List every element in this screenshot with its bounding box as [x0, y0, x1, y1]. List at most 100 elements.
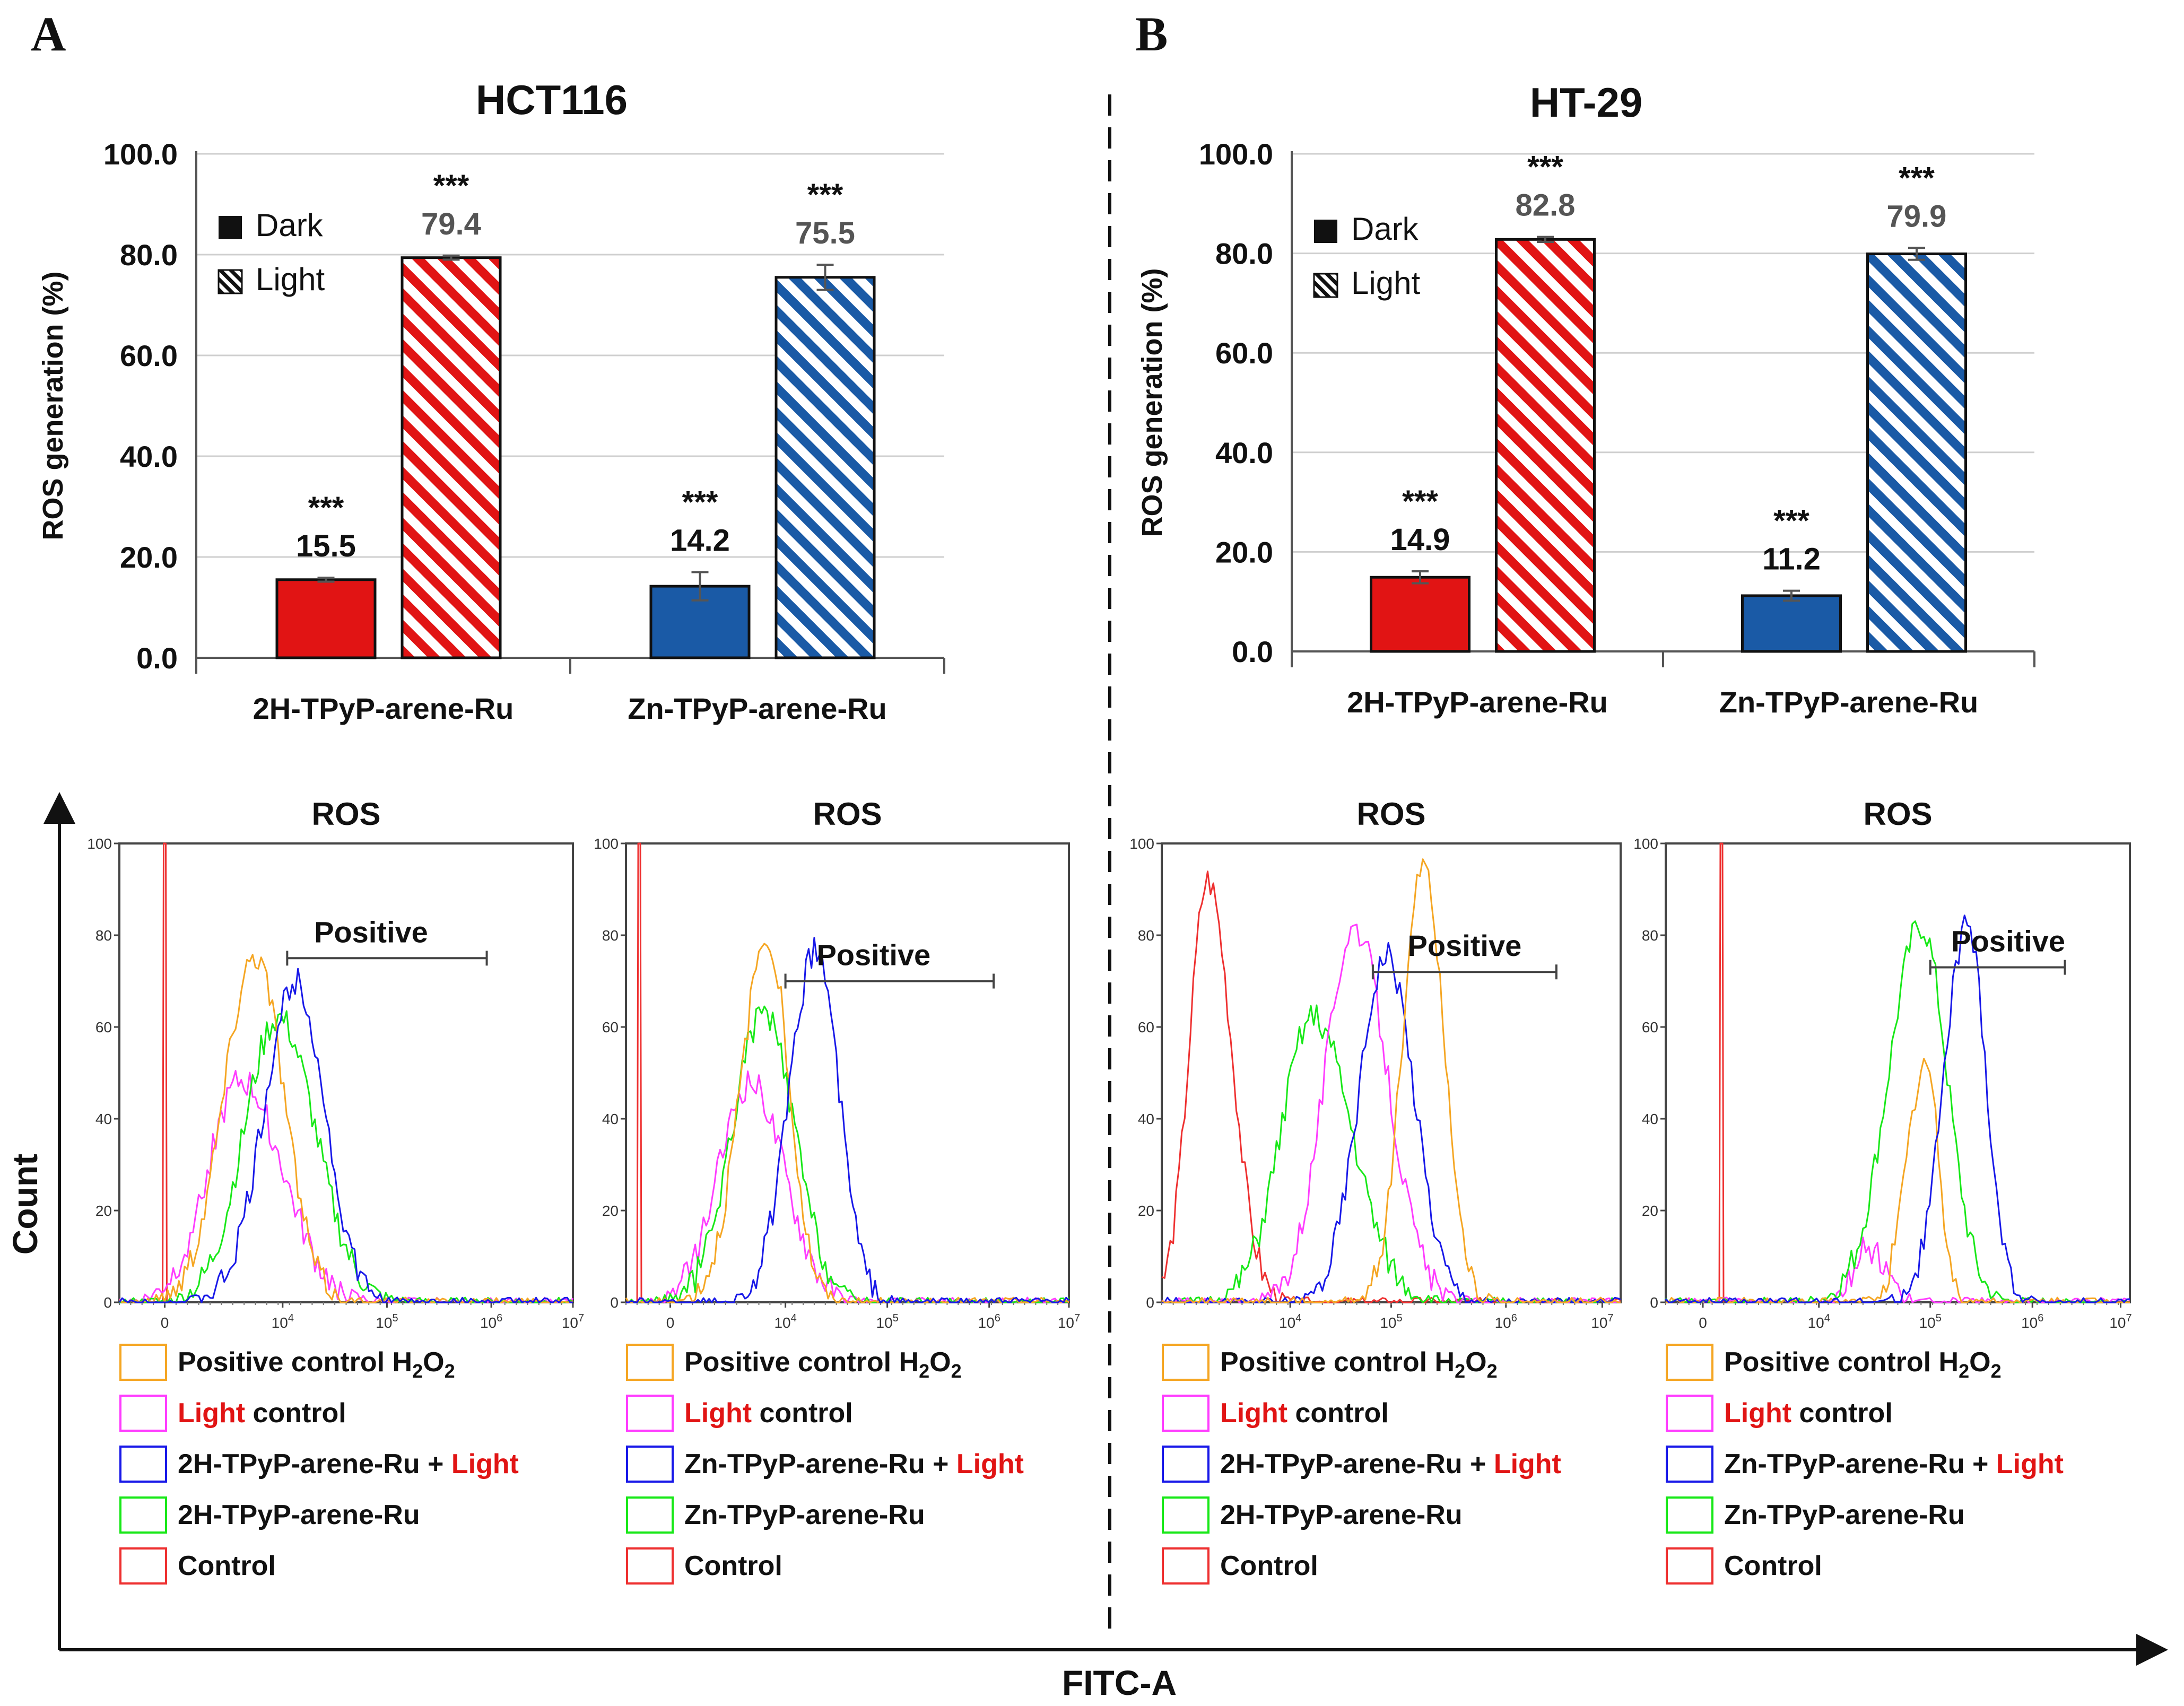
legend-swatch-dark: [219, 216, 242, 239]
legend-red-text: Light: [956, 1449, 1024, 1479]
histogram-x-tick-label: 106: [1495, 1312, 1517, 1331]
y-tick-label: 0.0: [1232, 635, 1273, 668]
legend-text: Positive control H: [684, 1347, 919, 1378]
legend-label: Zn-TPyP-arene-Ru: [1724, 1500, 1965, 1530]
group-label: 2H-TPyP-arene-Ru: [253, 692, 514, 725]
legend-text: Control: [178, 1551, 276, 1581]
legend-swatch: [626, 1344, 674, 1381]
legend-text: Control: [684, 1551, 782, 1581]
tick-base: 10: [2109, 1315, 2126, 1331]
histogram-curve: [119, 954, 573, 1303]
legend-label: Control: [1220, 1551, 1318, 1581]
data-label: 14.9: [1390, 523, 1450, 557]
gate-label: Positive: [816, 938, 930, 972]
legend-text: Zn-TPyP-arene-Ru: [1724, 1500, 1965, 1530]
bar-light: [401, 256, 502, 659]
legend-swatch: [1666, 1547, 1713, 1585]
legend-label: Positive control H2O2: [684, 1347, 962, 1382]
histogram-frame: [118, 842, 574, 1303]
y-tick-label: 80.0: [1215, 237, 1273, 271]
y-tick-label: 100.0: [1199, 137, 1273, 171]
tick-base: 10: [1058, 1315, 1074, 1331]
legend-swatch: [1666, 1395, 1713, 1432]
histogram-y-tick-label: 80: [1138, 927, 1154, 944]
tick-base: 10: [272, 1315, 288, 1331]
histogram-y-tick-label: 20: [1642, 1203, 1658, 1219]
legend-text: O: [1969, 1347, 1990, 1378]
legend-swatch: [626, 1547, 674, 1585]
legend-swatch: [1162, 1496, 1210, 1534]
significance-label: ***: [308, 491, 344, 525]
histogram-x-tick-label: 0: [666, 1315, 675, 1331]
tick-exponent: 6: [2038, 1312, 2043, 1324]
legend-label-dark: Dark: [256, 207, 324, 243]
legend-swatch: [119, 1446, 167, 1483]
legend-subscript: 2: [919, 1360, 929, 1382]
tick-exponent: 6: [1511, 1312, 1517, 1324]
legend-label: Control: [178, 1551, 276, 1581]
legend-swatch: [1162, 1344, 1210, 1381]
significance-label: ***: [807, 178, 843, 212]
legend-label: Zn-TPyP-arene-Ru + Light: [684, 1449, 1024, 1479]
histogram-title: ROS: [1356, 796, 1425, 832]
histogram-y-tick-label: 100: [1633, 835, 1658, 852]
histogram-y-tick-label: 20: [95, 1203, 112, 1219]
legend-label: Control: [684, 1551, 782, 1581]
tick-exponent: 4: [1824, 1312, 1830, 1324]
legend-red-text: Light: [1220, 1398, 1287, 1429]
histogram-x-tick-label: 0: [161, 1315, 169, 1331]
histogram-y-tick-label: 100: [87, 835, 112, 852]
legend-label: Zn-TPyP-arene-Ru + Light: [1724, 1449, 2064, 1479]
legend-label: Light control: [1220, 1398, 1389, 1429]
bar-dark: [1370, 576, 1470, 653]
y-tick-label: 0.0: [136, 641, 178, 675]
tick-base: 10: [562, 1315, 578, 1331]
legend-label: 2H-TPyP-arene-Ru + Light: [1220, 1449, 1561, 1479]
legend-text: 2H-TPyP-arene-Ru: [1220, 1500, 1463, 1530]
histogram-curve: [118, 968, 573, 1303]
legend-subscript: 2: [412, 1360, 423, 1382]
y-tick-label: 80.0: [120, 238, 178, 272]
legend-label: Positive control H2O2: [1724, 1347, 2002, 1382]
histogram-frame: [1665, 842, 2131, 1303]
histogram-y-tick-label: 60: [1138, 1019, 1154, 1035]
tick-exponent: 5: [392, 1312, 398, 1324]
histogram-x-tick-label: 106: [978, 1312, 1000, 1331]
legend-swatch: [1162, 1395, 1210, 1432]
histogram-frame: [625, 842, 1070, 1303]
legend-label-light: Light: [1351, 265, 1420, 301]
data-label: 82.8: [1516, 188, 1576, 223]
significance-label: ***: [682, 485, 718, 520]
histogram-curve: [118, 1070, 574, 1303]
histogram-x-tick-label: 105: [376, 1312, 398, 1331]
legend-label: Light control: [178, 1398, 346, 1429]
legend-subscript: 2: [951, 1360, 962, 1382]
tick-exponent: 5: [1397, 1312, 1403, 1324]
group-label: 2H-TPyP-arene-Ru: [1347, 685, 1608, 719]
legend-red-text: Light: [1996, 1449, 2064, 1479]
legend-swatch: [119, 1496, 167, 1534]
legend-label: Positive control H2O2: [1220, 1347, 1498, 1382]
y-tick-label: 40.0: [1215, 436, 1273, 469]
tick-exponent: 6: [995, 1312, 1000, 1324]
tick-exponent: 4: [1295, 1312, 1301, 1324]
group-label: Zn-TPyP-arene-Ru: [1719, 685, 1979, 719]
panel-letter-a: A: [31, 7, 66, 61]
significance-label: ***: [1527, 150, 1563, 185]
legend-text: Zn-TPyP-arene-Ru: [684, 1500, 925, 1530]
legend-swatch: [119, 1547, 167, 1585]
legend-red-text: Light: [1724, 1398, 1791, 1429]
y-axis-label: ROS generation (%): [37, 271, 69, 540]
legend-label: Control: [1724, 1551, 1822, 1581]
legend-swatch-light: [1313, 273, 1338, 298]
tick-base: 10: [978, 1315, 995, 1331]
histogram-title: ROS: [311, 796, 380, 832]
histogram-curve: [1665, 915, 2130, 1303]
legend-label: 2H-TPyP-arene-Ru: [1220, 1500, 1463, 1530]
bar-chart-ht29: 0.0 20.0 40.0 60.0 80.0 100.0 ROS generation (…: [1136, 137, 2035, 719]
tick-exponent: 7: [578, 1312, 584, 1324]
tick-exponent: 5: [1936, 1312, 1942, 1324]
legend-text: Zn-TPyP-arene-Ru +: [1724, 1449, 1996, 1479]
